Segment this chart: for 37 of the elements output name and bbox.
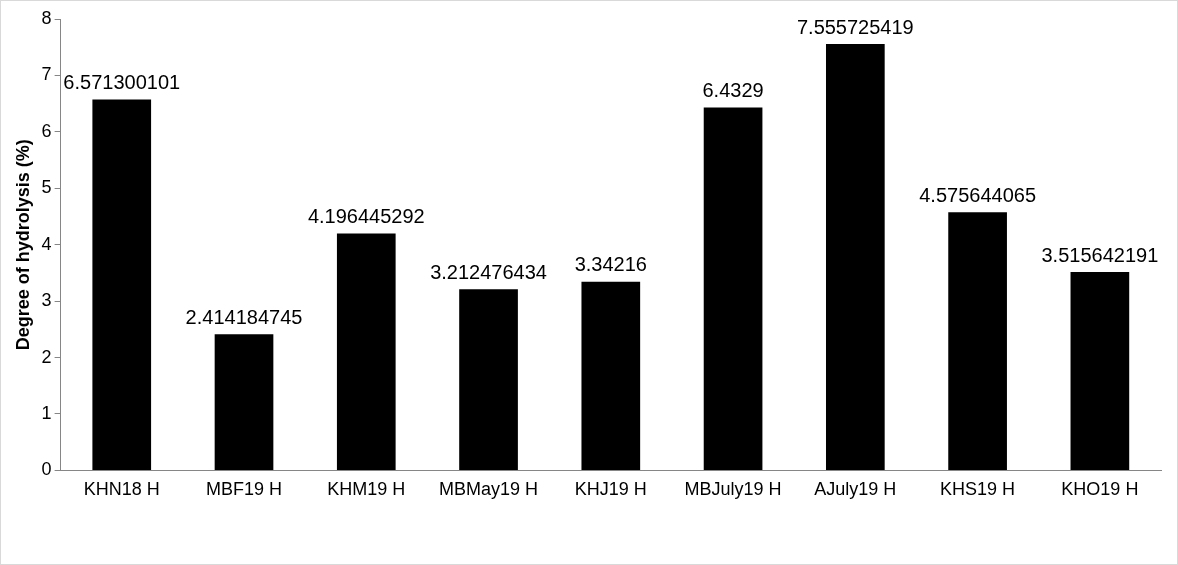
x-tick-label: KHM19 H (327, 479, 406, 500)
x-tick-label: MBJuly19 H (684, 479, 782, 500)
bar (581, 281, 641, 470)
data-label: 6.4329 (702, 78, 764, 101)
x-tick-label: MBMay19 H (439, 479, 539, 500)
data-label: 3.212476434 (430, 260, 547, 283)
y-tick-label: 6 (41, 120, 52, 141)
bar (948, 212, 1007, 470)
x-tick-label: AJuly19 H (814, 479, 897, 500)
y-axis-title: Degree of hydrolysis (%) (12, 139, 33, 351)
x-tick-label: MBF19 H (205, 479, 283, 500)
data-label: 4.575644065 (919, 183, 1036, 206)
x-tick-label: KHJ19 H (574, 479, 647, 500)
x-tick-label: KHN18 H (83, 479, 160, 500)
bar (336, 233, 396, 470)
data-label: 4.196445292 (307, 205, 425, 228)
y-tick-label: 0 (41, 459, 52, 480)
bar (214, 334, 274, 470)
data-label: 7.555725419 (796, 15, 914, 38)
x-tick-label: KHS19 H (940, 479, 1016, 500)
data-label: 6.571300101 (63, 71, 181, 94)
y-tick-label: 3 (41, 290, 52, 311)
y-tick-label: 1 (41, 402, 52, 423)
bar (459, 289, 518, 470)
y-tick-label: 8 (41, 7, 52, 28)
bar (1070, 272, 1130, 470)
data-label: 3.34216 (574, 253, 647, 276)
bar (92, 99, 152, 470)
data-label: 2.414184745 (185, 305, 303, 328)
bar (703, 107, 763, 470)
y-tick-label: 4 (41, 233, 52, 254)
data-label: 3.515642191 (1041, 243, 1159, 266)
y-tick-label: 5 (41, 177, 52, 198)
x-tick-label: KHO19 H (1061, 479, 1139, 500)
y-tick-label: 2 (41, 346, 52, 367)
y-tick-label: 7 (41, 64, 52, 85)
bar (825, 44, 885, 470)
